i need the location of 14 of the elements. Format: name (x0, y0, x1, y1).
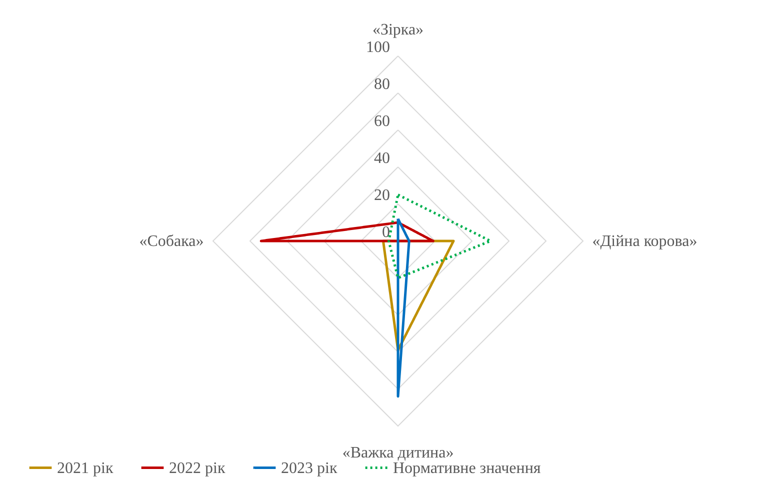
legend-label: 2023 рік (281, 460, 338, 477)
y-tick-label: 20 (374, 186, 390, 204)
spoke-label: «Зірка» (372, 21, 424, 38)
y-tick-label: 100 (366, 38, 390, 56)
legend-label: 2021 рік (57, 460, 114, 477)
y-tick-label: 60 (374, 112, 390, 130)
legend-label: 2022 рік (169, 460, 226, 477)
y-tick-label: 80 (374, 76, 390, 93)
y-tick-label: 40 (374, 150, 390, 167)
spoke-label: «Важка дитина» (342, 444, 454, 462)
y-tick-label: 0 (382, 224, 390, 241)
legend-label: Нормативне значення (393, 460, 542, 477)
spoke-label: «Дійна корова» (592, 233, 698, 250)
spoke-label: «Собака» (139, 233, 204, 250)
